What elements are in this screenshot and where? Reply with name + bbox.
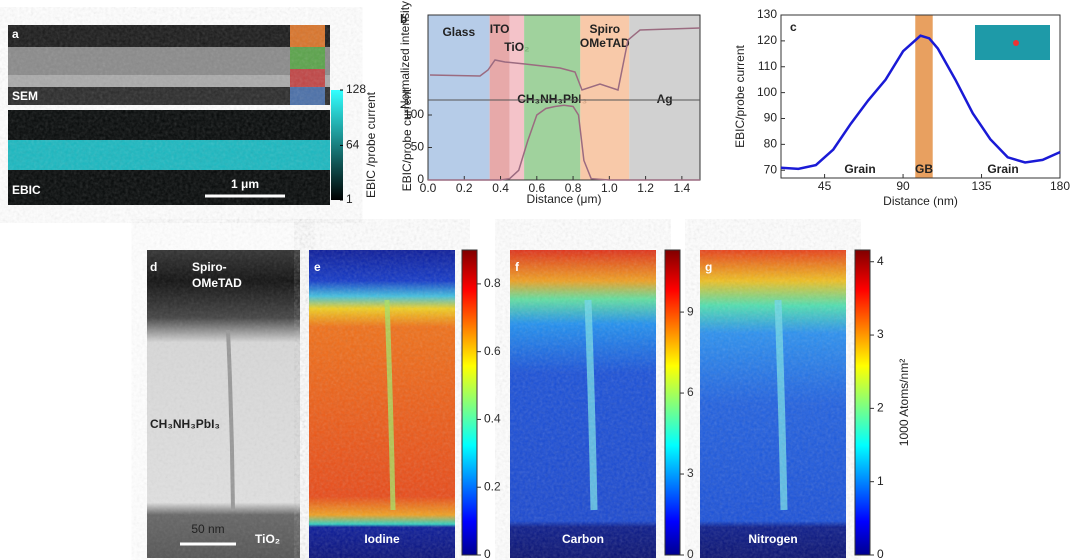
y-tick-label: 80: [764, 137, 778, 151]
element-label: Nitrogen: [748, 532, 797, 546]
band-label: GB: [915, 162, 933, 176]
colorbar-tick-label: 0.2: [484, 479, 501, 493]
x-axis-label: Distance (μm): [527, 192, 602, 206]
x-tick-label: 1.2: [637, 181, 654, 195]
y-axis-label: EBIC/probe current: [733, 44, 747, 147]
colorbar-tick-label: 9: [687, 304, 694, 318]
colorbar-tick-label: 1: [346, 192, 353, 206]
colorbar-tick-label: 0.8: [484, 276, 501, 290]
colorbar: [665, 250, 680, 555]
figure: aSEMEBIC1 μm128641EBIC /probe currentGla…: [0, 0, 1073, 560]
y-tick-label: 70: [764, 162, 778, 176]
colorbar: [462, 250, 477, 555]
annotation: Grain: [844, 162, 875, 176]
colorbar: [855, 250, 870, 555]
colorbar-tick-label: 0: [877, 547, 884, 560]
image-label: OMeTAD: [192, 276, 242, 290]
panel-letter: b: [400, 12, 407, 26]
panel-letter: g: [705, 260, 712, 274]
panel-letter: c: [790, 20, 797, 34]
colorbar-tick-label: 4: [877, 254, 884, 268]
colorbar-tick-label: 0: [484, 547, 491, 560]
colorbar-tick-label: 64: [346, 138, 360, 152]
image-label: Spiro-: [192, 260, 227, 274]
colorbar-tick-label: 0.4: [484, 412, 501, 426]
colorbar-tick-label: 3: [877, 327, 884, 341]
colorbar-tick-label: 0.6: [484, 344, 501, 358]
region: [428, 15, 490, 180]
inset-marker: [1013, 40, 1019, 46]
image-texture: [147, 250, 300, 558]
map-texture: [309, 250, 455, 558]
x-tick-label: 90: [896, 179, 910, 193]
region-label: Spiro: [589, 22, 620, 36]
image-label: EBIC: [12, 183, 41, 197]
region-label: OMeTAD: [580, 36, 630, 50]
map-texture: [510, 250, 656, 558]
y-tick-label: 130: [757, 7, 777, 21]
image-label: SEM: [12, 89, 38, 103]
panel-letter: d: [150, 260, 157, 274]
annotation: Grain: [987, 162, 1018, 176]
colorbar-label: EBIC /probe current: [364, 91, 378, 198]
region-label: ITO: [490, 22, 510, 36]
x-axis-label: Distance (nm): [883, 194, 958, 208]
x-tick-label: 135: [972, 179, 992, 193]
colorbar-tick-label: 3: [687, 466, 694, 480]
panel-letter: e: [314, 260, 321, 274]
x-tick-label: 0.2: [456, 181, 473, 195]
y-tick-label: 110: [758, 59, 777, 73]
x-tick-label: 180: [1050, 179, 1070, 193]
y-tick-label: 100: [757, 85, 777, 99]
panel-letter: a: [12, 27, 19, 41]
y-tick-label: 120: [757, 33, 777, 47]
inset-image: [975, 25, 1050, 60]
colorbar-tick-label: 1: [877, 474, 884, 488]
region-label: Ag: [657, 92, 673, 106]
y-tick-label: 0: [417, 172, 424, 186]
x-tick-label: 1.4: [674, 181, 691, 195]
colorbar-label: 1000 Atoms/nm²: [897, 359, 911, 446]
colorbar-tick-label: 2: [877, 401, 884, 415]
colorbar-tick-label: 6: [687, 385, 694, 399]
element-label: Iodine: [364, 532, 400, 546]
region-label: CH₃NH₃PbI₃: [517, 92, 587, 106]
image-texture: [8, 25, 330, 205]
x-tick-label: 1.0: [601, 181, 618, 195]
region-label: Glass: [442, 25, 475, 39]
element-label: Carbon: [562, 532, 604, 546]
scale-bar-label: 50 nm: [191, 522, 224, 536]
y-tick-label: 90: [764, 111, 778, 125]
image-label: TiO₂: [255, 532, 280, 546]
colorbar-tick-label: 0: [687, 547, 694, 560]
x-tick-label: 45: [818, 179, 832, 193]
scale-bar-label: 1 μm: [231, 177, 259, 191]
image-label: CH₃NH₃PbI₃: [150, 417, 220, 431]
x-tick-label: 0.4: [492, 181, 509, 195]
map-texture: [700, 250, 846, 558]
